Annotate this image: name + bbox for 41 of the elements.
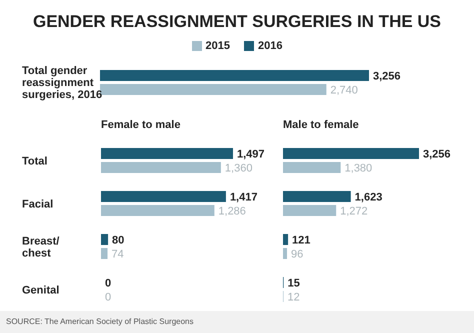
chart-title: Male to female bbox=[283, 118, 360, 133]
data-label: 80 bbox=[112, 234, 124, 246]
data-label: 1,272 bbox=[340, 206, 368, 218]
legend-label: 2016 bbox=[257, 39, 282, 54]
data-label: 1,497 bbox=[237, 148, 265, 160]
chart-title: Female to male bbox=[100, 118, 182, 133]
data-label: 96 bbox=[291, 248, 304, 260]
y-tick-label: Genital bbox=[22, 284, 60, 296]
bar bbox=[283, 205, 336, 216]
data-label: 0 bbox=[105, 292, 112, 304]
data-label: 3,256 bbox=[373, 70, 401, 82]
bar bbox=[101, 205, 214, 216]
y-tick-label: Breast/chest bbox=[22, 236, 60, 260]
data-label: 12 bbox=[288, 292, 300, 304]
data-label: 0 bbox=[105, 278, 112, 290]
bar bbox=[101, 248, 108, 259]
bar bbox=[101, 162, 221, 173]
data-label: 1,417 bbox=[230, 192, 258, 204]
data-label: 121 bbox=[292, 234, 310, 246]
data-label: 1,380 bbox=[344, 162, 372, 174]
bar bbox=[101, 234, 108, 245]
bar bbox=[283, 234, 288, 245]
y-tick-label: Total gender reassignment surgeries, 2016 bbox=[22, 65, 102, 101]
bar bbox=[101, 148, 233, 159]
y-tick-label: Facial bbox=[22, 198, 54, 210]
bar bbox=[283, 162, 341, 173]
data-label: 1,623 bbox=[354, 192, 382, 204]
y-tick-label: Total bbox=[22, 156, 48, 168]
data-label: 74 bbox=[112, 248, 124, 260]
data-label: 3,256 bbox=[423, 148, 451, 160]
chart-title: GENDER REASSIGNMENT SURGERIES IN THE US bbox=[32, 11, 442, 33]
bar bbox=[283, 191, 351, 202]
bar bbox=[101, 191, 226, 202]
legend-label: 2015 bbox=[204, 39, 230, 54]
data-label: 2,740 bbox=[330, 84, 358, 96]
data-label: 1,360 bbox=[224, 162, 252, 174]
data-label: 15 bbox=[288, 278, 300, 290]
data-label: 1,286 bbox=[218, 206, 246, 218]
source-note: SOURCE: The American Society of Plastic Surgeons bbox=[6, 317, 194, 326]
bar bbox=[283, 148, 419, 159]
bar bbox=[283, 248, 288, 259]
